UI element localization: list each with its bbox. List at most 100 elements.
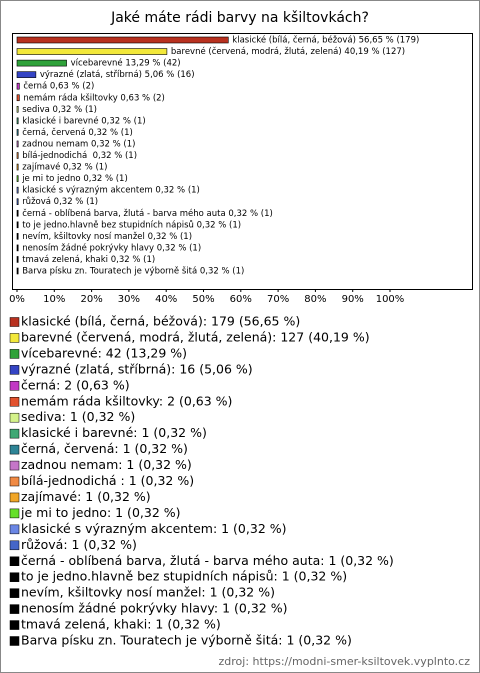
bar: [16, 233, 19, 240]
x-tick-label: 10%: [43, 294, 65, 305]
bar-label: zadnou nemam 0,32 % (1): [22, 139, 135, 149]
legend-swatch: [9, 572, 20, 582]
legend-swatch: [9, 381, 20, 391]
bar: [16, 209, 19, 217]
legend-swatch: [9, 397, 20, 407]
bar-label: nemám ráda kšiltovky 0,63 % (2): [23, 92, 165, 103]
legend-swatch: [9, 412, 20, 423]
bar-label: klasické s výrazným akcentem 0,32 % (1): [22, 185, 200, 196]
legend-swatch: [9, 333, 20, 343]
legend-swatch: [9, 492, 20, 503]
bar: [16, 186, 19, 194]
bar: [16, 36, 229, 44]
legend-swatch: [9, 428, 20, 439]
legend-swatch: [9, 365, 20, 375]
bar-label: to je jedno.hlavně bez stupidních nápisů…: [22, 219, 241, 230]
legend-label: růžová: 1 (0,32 %): [21, 537, 137, 552]
bar: [16, 71, 37, 78]
legend-swatch: [9, 444, 20, 455]
bar-label: tmavá zelená, khaki 0,32 % (1): [22, 255, 155, 265]
bar-label: černá - oblíbená barva, žlutá - barva mé…: [22, 208, 273, 219]
bar: [16, 59, 67, 67]
bar: [16, 94, 20, 102]
legend-label: tmavá zelená, khaki: 1 (0,32 %): [21, 617, 221, 632]
x-tick-label: 50%: [192, 294, 214, 305]
bar-label: černá, červená 0,32 % (1): [22, 127, 133, 138]
bar-label: Barva písku zn. Touratech je výborně šit…: [22, 266, 244, 277]
legend-swatch: [9, 524, 20, 535]
legend-label: klasické i barevné: 1 (0,32 %): [21, 425, 207, 440]
bar: [16, 152, 19, 159]
bar: [16, 175, 19, 182]
plot-area: [12, 33, 473, 290]
legend-label: barevné (červená, modrá, žlutá, zelená):…: [21, 329, 370, 344]
legend-label: je mi to jedno: 1 (0,32 %): [20, 505, 181, 520]
legend-swatch: [9, 556, 20, 566]
bar-label: nenosím žádné pokrývky hlavy 0,32 % (1): [22, 242, 201, 253]
chart-title: Jaké máte rádi barvy na kšiltovkách?: [110, 10, 369, 26]
bar-label: růžová 0,32 % (1): [22, 196, 98, 207]
bar-label: bílá-jednodichá 0,32 % (1): [22, 151, 137, 161]
legend-label: nemám ráda kšiltovky: 2 (0,63 %): [21, 393, 232, 408]
legend-label: černá, červená: 1 (0,32 %): [21, 441, 188, 456]
legend-label: černá: 2 (0,63 %): [21, 377, 130, 392]
x-tick-label: 60%: [230, 294, 252, 305]
legend-label: vícebarevné: 42 (13,29 %): [21, 345, 187, 360]
bar-label: výrazné (zlatá, stříbrná) 5,06 % (16): [40, 69, 195, 80]
legend-swatch: [9, 476, 20, 487]
bar: [16, 106, 19, 113]
x-tick-label: 20%: [80, 294, 102, 305]
bar: [16, 82, 20, 90]
legend-swatch: [9, 604, 20, 614]
x-tick-label: 30%: [118, 294, 140, 305]
legend-label: to je jedno.hlavně bez stupidních nápisů…: [21, 569, 347, 584]
legend-swatch: [9, 317, 20, 327]
bar: [16, 256, 19, 263]
bar: [16, 221, 19, 229]
legend-label: sediva: 1 (0,32 %): [21, 409, 135, 424]
bar: [16, 163, 19, 171]
legend-swatch: [9, 540, 20, 551]
legend-swatch: [9, 460, 20, 471]
bar: [16, 244, 19, 252]
bar: [16, 48, 168, 55]
x-tick-label: 40%: [155, 294, 177, 305]
legend-label: klasické (bílá, černá, béžová): 179 (56,…: [21, 314, 300, 329]
x-tick-label: 80%: [304, 294, 326, 305]
bar: [16, 267, 19, 275]
legend-label: zajímavé: 1 (0,32 %): [21, 489, 151, 504]
legend-label: bílá-jednodichá : 1 (0,32 %): [21, 473, 194, 488]
bar-label: klasické (bílá, černá, béžová) 56,65 % (…: [232, 35, 419, 46]
bar-label: černá 0,63 % (2): [23, 81, 94, 92]
legend-swatch: [9, 508, 20, 519]
legend-label: výrazné (zlatá, stříbrná): 16 (5,06 %): [21, 361, 253, 376]
bar-label: zajímavé 0,32 % (1): [22, 162, 107, 173]
x-tick-label: 100%: [376, 294, 405, 305]
legend-swatch: [9, 636, 20, 646]
legend-swatch: [9, 588, 20, 598]
bar-label: nevím, kšiltovky nosí manžel 0,32 % (1): [22, 231, 192, 242]
bar-label: je mi to jedno 0,32 % (1): [21, 174, 128, 184]
legend-swatch: [9, 620, 20, 630]
x-tick-label: 70%: [267, 294, 289, 305]
bar: [16, 140, 19, 148]
legend-label: Barva písku zn. Touratech je výborně šit…: [21, 633, 352, 648]
bar: [16, 198, 19, 205]
source: zdroj: https://modni-smer-ksiltovek.vypl…: [219, 655, 471, 668]
legend-label: černá - oblíbená barva, žlutá - barva mé…: [21, 553, 394, 568]
bar: [16, 117, 19, 125]
legend-label: nevím, kšiltovky nosí manžel: 1 (0,32 %): [21, 585, 275, 600]
bar-label: klasické i barevné 0,32 % (1): [22, 115, 146, 126]
legend-label: zadnou nemam: 1 (0,32 %): [21, 457, 192, 472]
x-tick-label: 0%: [9, 294, 25, 305]
bar-label: barevné (červená, modrá, žlutá, zelená) …: [171, 46, 405, 57]
bar-label: sediva 0,32 % (1): [22, 105, 97, 115]
bar: [16, 129, 19, 136]
legend-swatch: [9, 349, 20, 359]
legend-label: klasické s výrazným akcentem: 1 (0,32 %): [21, 521, 287, 536]
legend-label: nenosím žádné pokrývky hlavy: 1 (0,32 %): [21, 601, 287, 616]
bar-label: vícebarevné 13,29 % (42): [71, 58, 181, 69]
x-tick-label: 90%: [342, 294, 364, 305]
